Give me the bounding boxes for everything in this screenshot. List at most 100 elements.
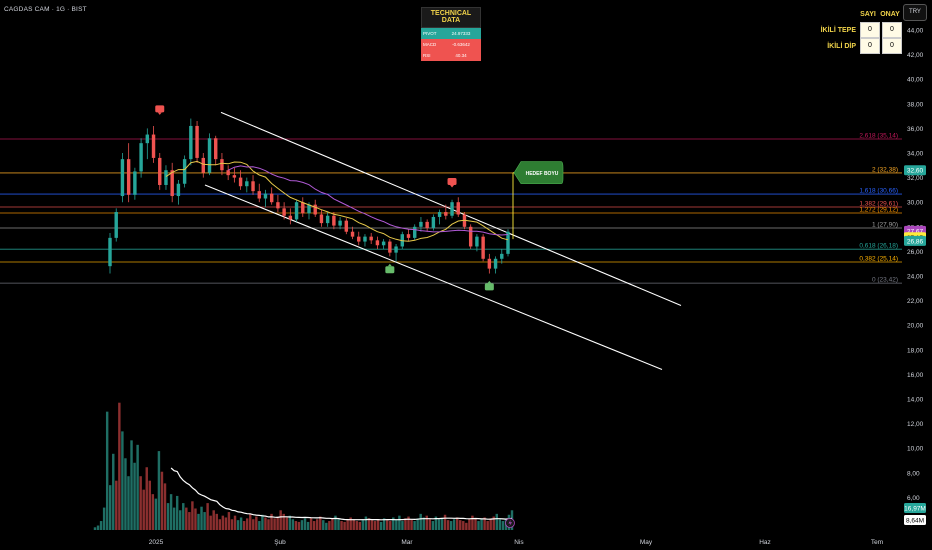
candle-body [288, 215, 293, 220]
candle-body [120, 159, 125, 197]
candle-body [406, 234, 411, 238]
volume-bar [443, 514, 447, 530]
volume-bar [209, 515, 212, 530]
candle-body [294, 202, 299, 220]
volume-bar [245, 518, 249, 530]
candle-body [170, 170, 174, 197]
volume-bar [160, 471, 164, 530]
volume-bar [252, 519, 255, 530]
candle-body [307, 204, 311, 214]
candle-body [133, 171, 137, 195]
candle-body [263, 193, 268, 199]
candle-body [394, 246, 398, 253]
candle-body [425, 221, 429, 229]
candle-body [126, 159, 131, 195]
candle-body [232, 175, 237, 178]
volume-bar [355, 521, 358, 530]
volume-bar [172, 507, 176, 530]
volume-bar [154, 498, 158, 530]
price-badge-label: 26,86 [907, 238, 924, 245]
candle-body [419, 221, 423, 227]
volume-bar [419, 513, 422, 530]
candle-body [114, 212, 118, 238]
volume-bar [279, 510, 282, 530]
candle-body [325, 215, 330, 224]
volume-bar [486, 521, 489, 530]
moving-average-purple [227, 165, 509, 236]
volume-bar [270, 513, 273, 530]
volume-bar [322, 520, 325, 530]
volume-bar [361, 519, 365, 530]
volume-bar [437, 519, 441, 530]
row-label-ikili-dip: İKİLİ DİP [827, 42, 856, 50]
volume-bar [179, 510, 182, 530]
fib-level-label: 1 (27,90) [872, 222, 898, 229]
volume-bar [188, 512, 191, 530]
price-tick-label: 42,00 [907, 52, 924, 59]
volume-bar [343, 521, 346, 530]
candle-body [251, 181, 255, 192]
lightning-icon-glyph [508, 519, 512, 527]
time-tick-label: Mar [401, 539, 413, 546]
candle-body [381, 241, 386, 246]
candle-body [301, 202, 305, 214]
volume-bar [331, 518, 334, 530]
volume-bar [440, 518, 444, 530]
price-tick-label: 8,00 [907, 470, 920, 477]
volume-bar [291, 519, 295, 530]
volume-bar [236, 520, 240, 530]
volume-bar [370, 520, 374, 530]
volume-bar [455, 517, 459, 530]
technical-key: PIVOT [423, 31, 437, 36]
candle-body [319, 214, 324, 224]
volume-bar [315, 519, 319, 530]
candle-body [357, 236, 361, 242]
volume-bar [136, 444, 139, 530]
price-tick-label: 24,00 [907, 274, 924, 281]
currency-button[interactable]: TRY [903, 4, 927, 21]
volume-bar [276, 516, 279, 530]
volume-bar [373, 521, 377, 530]
volume-bar [109, 485, 112, 530]
volume-bar [264, 517, 267, 530]
price-tick-label: 20,00 [907, 323, 924, 330]
candle-body [189, 125, 193, 160]
price-tick-label: 38,00 [907, 101, 924, 108]
volume-bar [468, 519, 471, 530]
volume-bar [233, 515, 237, 530]
volume-bar [112, 453, 115, 530]
candle-body [151, 134, 156, 158]
price-tick-label: 30,00 [907, 200, 924, 207]
time-tick-label: Haz [759, 539, 771, 546]
volume-bar [367, 518, 371, 530]
volume-bar [401, 521, 404, 530]
volume-bar [395, 519, 398, 530]
volume-bar [118, 402, 121, 530]
volume-bar [358, 521, 362, 530]
volume-bar [325, 522, 328, 530]
volume-bar [96, 525, 100, 530]
volume-bar [175, 495, 179, 530]
cell-tepe-onay: 0 [882, 22, 902, 38]
volume-bar [300, 520, 304, 530]
time-tick-label: Şub [274, 539, 286, 546]
candle-body [450, 202, 454, 216]
count-table: SAYI ONAY İKİLİ TEPE 0 0 İKİLİ DİP 0 0 [814, 6, 902, 54]
candle-body [139, 143, 143, 172]
candle-body [444, 212, 448, 216]
price-tick-label: 12,00 [907, 421, 924, 428]
volume-average-line [170, 467, 513, 521]
volume-bar [471, 515, 474, 530]
volume-bar [124, 458, 127, 530]
row-label-ikili-tepe: İKİLİ TEPE [820, 26, 856, 34]
volume-bar [376, 519, 380, 530]
volume-bar [398, 515, 401, 530]
candle-body [388, 241, 392, 253]
volume-bar [297, 521, 301, 530]
volume-bar [99, 521, 103, 530]
volume-bar [480, 519, 483, 530]
volume-bar [142, 489, 145, 530]
volume-bar [194, 508, 197, 530]
volume-bar [319, 516, 322, 530]
